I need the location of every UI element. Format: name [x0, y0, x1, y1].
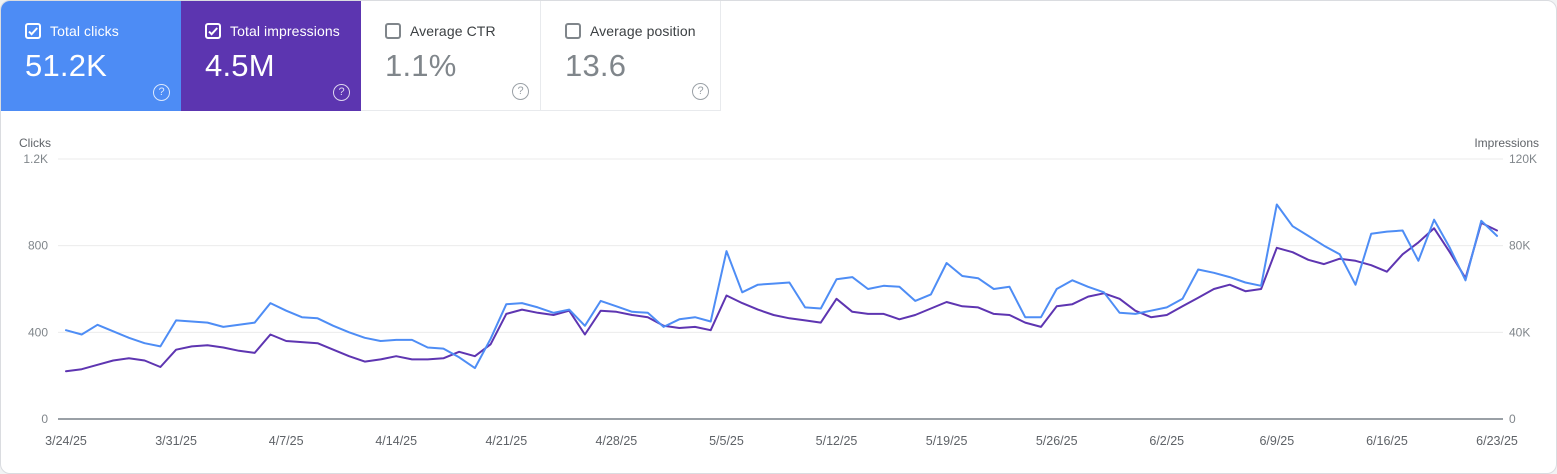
right-axis-tick-label: 80K — [1509, 239, 1530, 253]
impressions-line — [65, 221, 1498, 373]
metric-card-average-position[interactable]: Average position 13.6 ? — [541, 1, 721, 111]
total-clicks-checkbox[interactable] — [25, 23, 41, 39]
left-axis-tick-label: 0 — [41, 412, 48, 426]
help-icon[interactable]: ? — [512, 83, 529, 100]
average-position-checkbox[interactable] — [565, 23, 581, 39]
metric-card-value: 1.1% — [385, 48, 457, 83]
metric-card-header: Average position — [565, 23, 720, 39]
metric-card-label: Average CTR — [410, 23, 496, 39]
metric-cards-row: Total clicks 51.2K ? Total impressions 4… — [1, 1, 721, 111]
x-axis-date-label: 3/31/25 — [155, 434, 197, 448]
x-axis-date-label: 4/14/25 — [375, 434, 417, 448]
x-axis-date-label: 5/5/25 — [709, 434, 744, 448]
metric-card-header: Total impressions — [205, 23, 361, 39]
total-impressions-checkbox[interactable] — [205, 23, 221, 39]
x-axis-date-label: 6/9/25 — [1259, 434, 1294, 448]
x-axis-date-label: 4/28/25 — [596, 434, 638, 448]
right-axis-title: Impressions — [1474, 136, 1539, 150]
x-axis-date-label: 6/16/25 — [1366, 434, 1408, 448]
left-axis-title: Clicks — [19, 136, 51, 150]
metric-card-label: Average position — [590, 23, 696, 39]
performance-chart[interactable]: 0 400 800 1.2K 0 40K 80K 120K Clicks Impressions 3… — [1, 126, 1557, 474]
x-axis-date-label: 6/2/25 — [1149, 434, 1184, 448]
left-axis-tick-label: 400 — [28, 325, 48, 339]
metric-card-value: 13.6 — [565, 48, 627, 83]
x-axis-date-label: 5/19/25 — [926, 434, 968, 448]
left-axis-tick-label: 1.2K — [23, 152, 48, 166]
metric-card-label: Total impressions — [230, 23, 340, 39]
right-axis-tick-label: 120K — [1509, 152, 1537, 166]
x-axis-date-label: 4/7/25 — [269, 434, 304, 448]
x-axis-date-label: 5/26/25 — [1036, 434, 1078, 448]
help-icon[interactable]: ? — [153, 84, 170, 101]
x-axis-date-label: 4/21/25 — [485, 434, 527, 448]
help-icon[interactable]: ? — [333, 84, 350, 101]
right-axis-tick-label: 40K — [1509, 325, 1530, 339]
metric-card-label: Total clicks — [50, 23, 119, 39]
metric-card-total-impressions[interactable]: Total impressions 4.5M ? — [181, 1, 361, 111]
metric-card-total-clicks[interactable]: Total clicks 51.2K ? — [1, 1, 181, 111]
metric-card-value: 51.2K — [25, 48, 108, 83]
right-axis-tick-label: 0 — [1509, 412, 1516, 426]
metric-card-header: Total clicks — [25, 23, 181, 39]
average-ctr-checkbox[interactable] — [385, 23, 401, 39]
metric-card-header: Average CTR — [385, 23, 540, 39]
help-icon[interactable]: ? — [692, 83, 709, 100]
clicks-line — [65, 203, 1498, 370]
metric-card-value: 4.5M — [205, 48, 275, 83]
x-axis-date-label: 6/23/25 — [1476, 434, 1518, 448]
x-axis-date-label: 3/24/25 — [45, 434, 87, 448]
x-axis-date-label: 5/12/25 — [816, 434, 858, 448]
metric-card-average-ctr[interactable]: Average CTR 1.1% ? — [361, 1, 541, 111]
left-axis-tick-label: 800 — [28, 239, 48, 253]
